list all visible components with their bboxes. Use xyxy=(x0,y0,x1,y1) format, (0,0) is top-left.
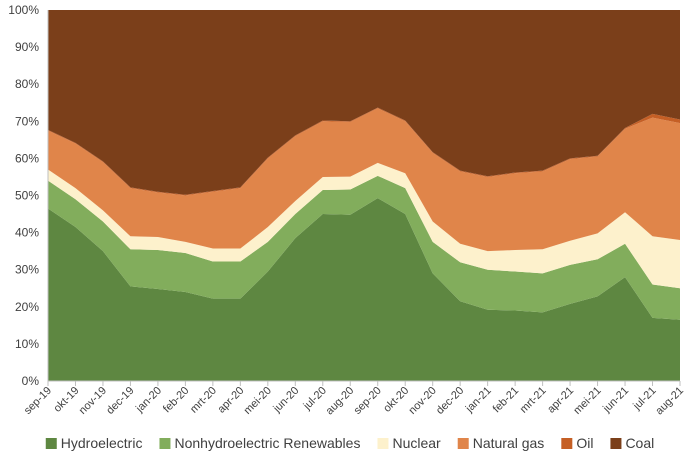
area-natural-gas xyxy=(48,108,680,252)
x-tick-label: feb-21 xyxy=(491,385,522,416)
y-tick-label: 0% xyxy=(22,374,40,388)
x-tick-label: mrt-21 xyxy=(518,385,549,416)
y-tick-label: 60% xyxy=(15,151,39,165)
x-tick-label: nov-20 xyxy=(407,385,439,417)
x-tick-label: apr-21 xyxy=(545,385,576,416)
legend-label-natural-gas: Natural gas xyxy=(473,435,545,451)
x-tick-label: okt-19 xyxy=(51,385,81,415)
legend-swatch-oil xyxy=(561,438,573,449)
legend-swatch-coal xyxy=(610,438,622,449)
y-tick-label: 50% xyxy=(15,189,39,203)
y-tick-label: 40% xyxy=(15,226,39,240)
x-tick-label: sep-19 xyxy=(22,385,54,417)
x-tick-label: okt-20 xyxy=(381,385,411,415)
legend-swatch-hydroelectric xyxy=(45,438,57,449)
y-tick-label: 100% xyxy=(8,3,39,17)
area-series-group xyxy=(48,10,680,381)
y-tick-label: 70% xyxy=(15,114,39,128)
x-tick-label: nov-19 xyxy=(77,385,109,417)
legend: Hydroelectric Nonhydroelectric Renewables… xyxy=(45,435,654,451)
x-tick-label: jan-20 xyxy=(133,385,164,416)
x-axis: sep-19okt-19nov-19dec-19jan-20feb-20mrt-… xyxy=(22,380,686,418)
area-coal xyxy=(48,10,680,195)
y-tick-label: 10% xyxy=(15,337,39,351)
legend-label-nuclear: Nuclear xyxy=(392,435,441,451)
x-tick-label: aug-20 xyxy=(324,385,357,418)
y-tick-label: 90% xyxy=(15,40,39,54)
x-tick-label: apr-20 xyxy=(216,385,247,416)
legend-label-oil: Oil xyxy=(576,435,593,451)
legend-swatch-nonhydroelectric-renewables xyxy=(159,438,171,449)
legend-label-hydroelectric: Hydroelectric xyxy=(61,435,143,451)
y-tick-label: 30% xyxy=(15,263,39,277)
x-tick-label: mei-20 xyxy=(242,385,274,417)
y-axis: 0% 10% 20% 30% 40% 50% 60% 70% 80% 90% 100% xyxy=(8,3,49,388)
x-tick-label: jan-21 xyxy=(463,385,494,416)
x-tick-label: dec-20 xyxy=(434,385,466,417)
area-nonhydroelectric-renewables xyxy=(48,175,680,320)
x-tick-label: mei-21 xyxy=(571,385,603,417)
x-tick-label: feb-20 xyxy=(161,385,192,416)
legend-swatch-nuclear xyxy=(377,438,389,449)
x-tick-label: sep-20 xyxy=(352,385,384,417)
area-nuclear xyxy=(48,162,680,289)
legend-swatch-natural-gas xyxy=(457,438,469,449)
area-hydroelectric xyxy=(48,198,680,381)
x-tick-label: mrt-20 xyxy=(188,385,219,416)
y-tick-label: 80% xyxy=(15,77,39,91)
x-tick-label: dec-19 xyxy=(104,385,136,417)
legend-label-nonhydroelectric-renewables: Nonhydroelectric Renewables xyxy=(174,435,360,451)
x-tick-label: jun-21 xyxy=(600,385,631,416)
legend-label-coal: Coal xyxy=(625,435,654,451)
y-tick-label: 20% xyxy=(15,300,39,314)
x-tick-label: jun-20 xyxy=(271,385,302,416)
x-tick-label: aug-21 xyxy=(653,385,686,418)
